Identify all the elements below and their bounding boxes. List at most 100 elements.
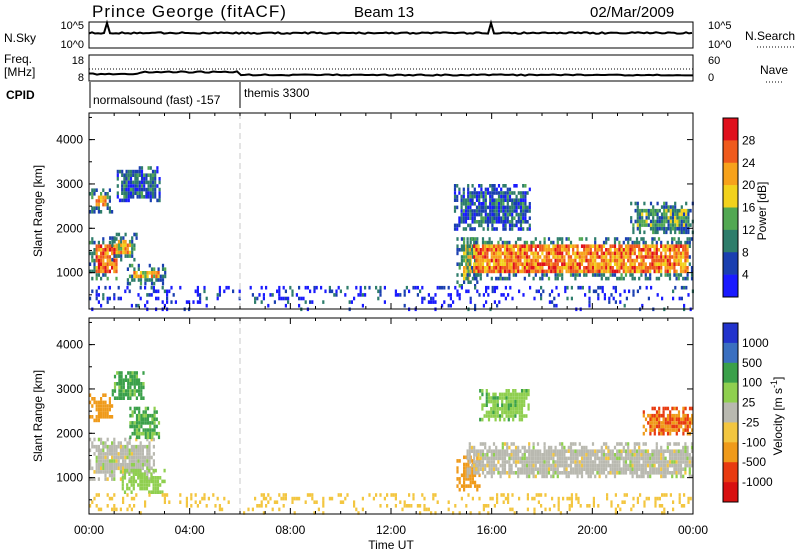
power-cell (632, 226, 635, 231)
velocity-cell (664, 456, 667, 461)
velocity-cell (684, 428, 687, 432)
power-cell (95, 206, 98, 210)
velocity-cell (140, 424, 143, 429)
power-cell (572, 266, 575, 270)
power-cell (499, 237, 502, 241)
power-cell (525, 258, 529, 263)
power-cell (466, 248, 469, 252)
velocity-cell (93, 496, 96, 501)
power-cell (486, 269, 489, 274)
velocity-cell (570, 504, 573, 508)
power-cell (655, 258, 658, 263)
power-cell (587, 244, 590, 248)
power-cell (500, 191, 503, 195)
velocity-cell (545, 471, 548, 475)
velocity-cell (130, 452, 133, 456)
velocity-cell (539, 453, 542, 457)
velocity-cell (508, 471, 511, 475)
power-cell (523, 269, 526, 274)
power-cell (545, 273, 548, 277)
power-cell (688, 240, 691, 245)
power-cell (511, 216, 514, 220)
power-cell (491, 227, 494, 231)
velocity-cell (680, 504, 683, 508)
power-cell (151, 187, 155, 192)
power-cell (134, 173, 137, 177)
velocity-cell (137, 452, 140, 456)
power-cell (631, 240, 634, 245)
velocity-cell (129, 421, 132, 425)
power-cell (102, 199, 105, 203)
velocity-cell (137, 472, 140, 476)
velocity-cell (118, 389, 121, 393)
velocity-cell (458, 477, 461, 481)
power-cell (517, 251, 520, 256)
velocity-cell (499, 449, 502, 453)
power-cell (589, 262, 592, 266)
velocity-cell (155, 410, 158, 414)
velocity-cell (509, 407, 513, 411)
power-cell (484, 198, 487, 202)
velocity-cell (523, 467, 526, 471)
velocity-cell (153, 428, 156, 432)
velocity-cell (691, 421, 694, 425)
velocity-cell (512, 417, 515, 422)
power-cell (513, 205, 516, 210)
velocity-cell (507, 403, 510, 407)
power-cell (514, 262, 518, 266)
power-cell (113, 258, 116, 263)
velocity-cell (646, 460, 650, 464)
velocity-cell (616, 442, 619, 446)
velocity-cell (580, 463, 584, 468)
power-cell (667, 223, 670, 227)
power-cell (636, 226, 639, 231)
power-cell (609, 266, 612, 270)
power-cell (543, 273, 546, 277)
power-cell (495, 198, 498, 202)
velocity-cell (267, 493, 270, 497)
velocity-cell (137, 476, 140, 480)
velocity-cell (587, 474, 590, 479)
velocity-cell (117, 452, 120, 456)
velocity-cell (631, 463, 634, 468)
power-cell (463, 276, 466, 281)
velocity-cell (543, 456, 546, 461)
velocity-cell (485, 392, 488, 397)
velocity-cell (111, 404, 114, 408)
velocity-cell (132, 476, 135, 480)
power-cell (656, 212, 659, 217)
velocity-cell (596, 453, 599, 457)
velocity-colorbar-tick: 25 (742, 396, 756, 410)
velocity-cell (523, 396, 526, 400)
velocity-cell (150, 472, 153, 476)
power-cell (469, 212, 472, 217)
power-cell (517, 198, 520, 202)
velocity-cell (662, 428, 665, 432)
velocity-cell (469, 484, 472, 488)
beam-title: Beam 13 (354, 4, 414, 21)
velocity-cell (106, 407, 109, 412)
velocity-cell (630, 507, 633, 512)
velocity-cell (368, 493, 371, 497)
power-cell (501, 244, 504, 248)
velocity-cell (686, 445, 689, 450)
power-cell (668, 244, 672, 248)
power-cell (666, 266, 669, 270)
velocity-cell (130, 462, 133, 467)
power-cell (558, 251, 562, 256)
velocity-cell (474, 484, 477, 488)
velocity-cell (512, 389, 515, 393)
velocity-cell (108, 459, 111, 463)
velocity-cell (140, 431, 143, 436)
power-cell (199, 300, 202, 304)
power-cell (139, 274, 143, 279)
power-cell (510, 251, 513, 256)
velocity-cell (600, 460, 603, 464)
velocity-cell (497, 471, 500, 475)
power-cell (145, 187, 148, 192)
velocity-cell (421, 493, 424, 497)
power-cell (119, 296, 122, 301)
velocity-cell (130, 476, 133, 480)
power-cell (587, 251, 590, 256)
velocity-cell (499, 453, 502, 457)
